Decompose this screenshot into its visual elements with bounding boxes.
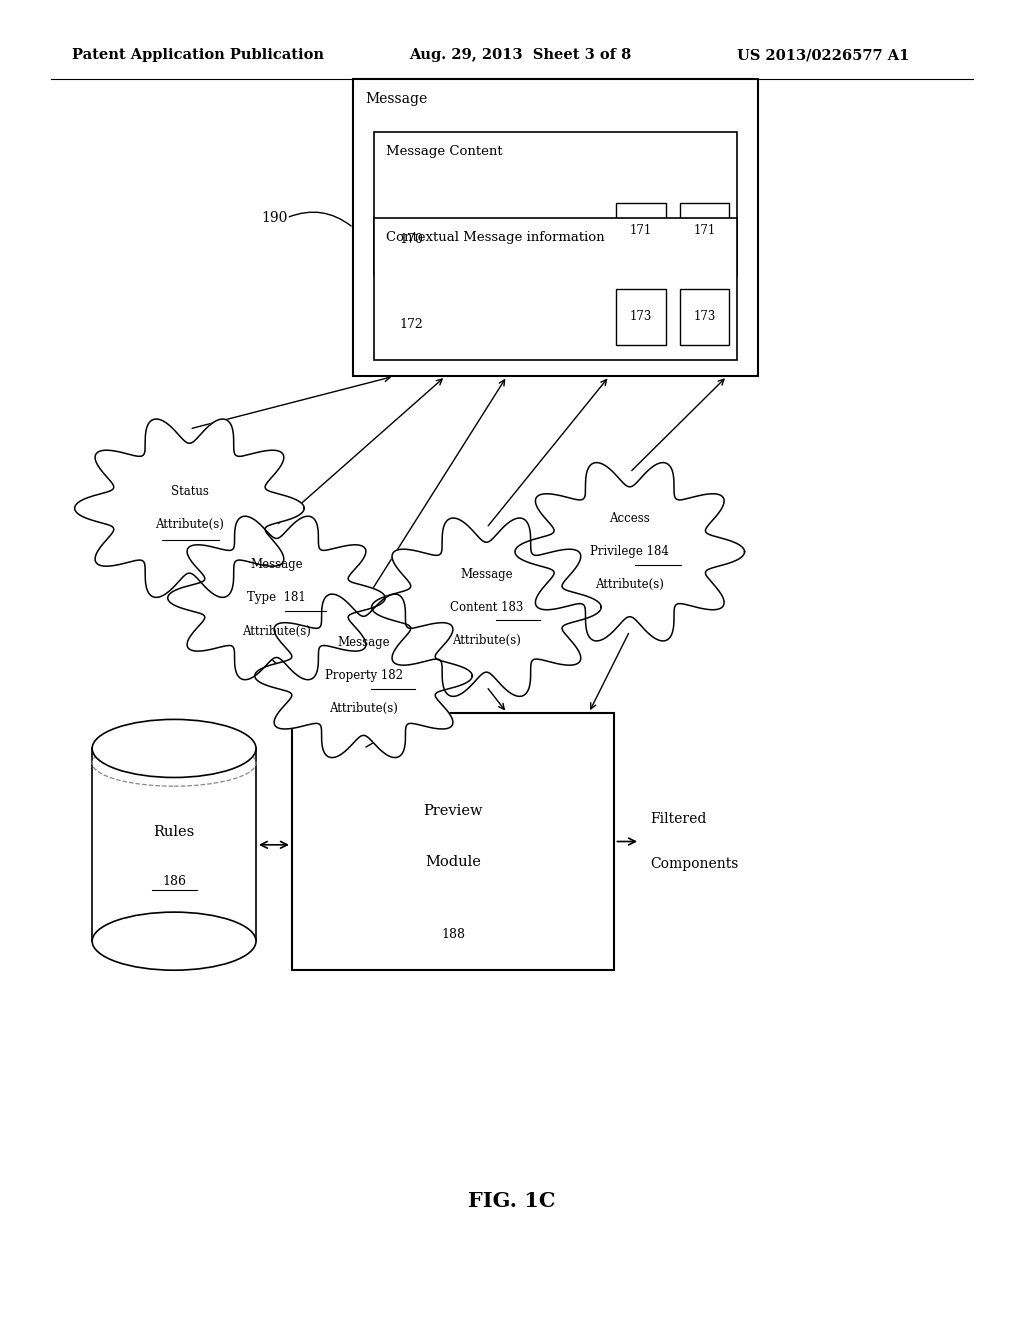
FancyBboxPatch shape — [680, 203, 729, 259]
Text: Message: Message — [366, 92, 428, 107]
FancyBboxPatch shape — [353, 79, 758, 376]
Polygon shape — [372, 517, 601, 697]
FancyBboxPatch shape — [616, 203, 666, 259]
Ellipse shape — [92, 912, 256, 970]
Text: Rules: Rules — [154, 825, 195, 838]
Text: Components: Components — [650, 858, 738, 871]
Polygon shape — [255, 594, 472, 758]
Text: US 2013/0226577 A1: US 2013/0226577 A1 — [737, 49, 909, 62]
FancyBboxPatch shape — [292, 713, 614, 970]
Text: Attribute(s): Attribute(s) — [452, 634, 521, 647]
Text: Message: Message — [337, 636, 390, 649]
Text: Privilege 184: Privilege 184 — [590, 545, 670, 558]
Text: Patent Application Publication: Patent Application Publication — [72, 49, 324, 62]
FancyBboxPatch shape — [92, 748, 256, 941]
FancyBboxPatch shape — [374, 218, 737, 360]
Text: Type  181: Type 181 — [247, 591, 306, 605]
Text: Property 182: Property 182 — [325, 669, 402, 682]
Text: Access: Access — [609, 512, 650, 525]
FancyBboxPatch shape — [616, 289, 666, 345]
Text: Contextual Message information: Contextual Message information — [386, 231, 605, 244]
Text: Content 183: Content 183 — [450, 601, 523, 614]
Text: Status: Status — [171, 486, 208, 498]
Text: Attribute(s): Attribute(s) — [329, 702, 398, 715]
Text: 171: 171 — [630, 224, 652, 238]
Text: 170: 170 — [399, 232, 423, 246]
Text: Message: Message — [460, 568, 513, 581]
Text: Attribute(s): Attribute(s) — [242, 624, 311, 638]
Text: 172: 172 — [399, 318, 423, 331]
Polygon shape — [75, 418, 304, 598]
Text: Message Content: Message Content — [386, 145, 503, 158]
Text: Filtered: Filtered — [650, 812, 707, 826]
Polygon shape — [515, 462, 744, 642]
Text: FIG. 1C: FIG. 1C — [468, 1191, 556, 1212]
Text: Preview: Preview — [423, 804, 483, 817]
FancyBboxPatch shape — [374, 132, 737, 275]
Text: Module: Module — [425, 855, 481, 869]
Text: 188: 188 — [441, 928, 465, 941]
Text: Attribute(s): Attribute(s) — [595, 578, 665, 591]
FancyBboxPatch shape — [680, 289, 729, 345]
Text: Message: Message — [250, 558, 303, 572]
Text: 173: 173 — [693, 310, 716, 323]
Text: 173: 173 — [630, 310, 652, 323]
Ellipse shape — [92, 719, 256, 777]
Text: 190: 190 — [261, 211, 288, 224]
Text: 171: 171 — [693, 224, 716, 238]
Polygon shape — [168, 516, 385, 680]
Text: 186: 186 — [162, 875, 186, 888]
Text: Aug. 29, 2013  Sheet 3 of 8: Aug. 29, 2013 Sheet 3 of 8 — [410, 49, 632, 62]
Text: Attribute(s): Attribute(s) — [155, 519, 224, 531]
